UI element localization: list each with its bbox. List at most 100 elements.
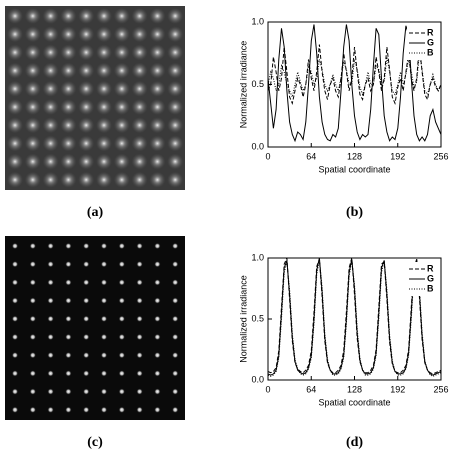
spot	[47, 333, 54, 341]
line-series	[267, 53, 442, 99]
spot	[24, 62, 41, 79]
spot	[167, 153, 184, 170]
spot	[149, 171, 166, 188]
spot	[24, 26, 41, 43]
spot	[60, 99, 77, 115]
panel-label: (b)	[346, 205, 363, 220]
spot	[60, 8, 77, 24]
spot	[154, 333, 161, 341]
spot	[29, 352, 36, 359]
spot	[118, 261, 126, 268]
spot	[154, 279, 161, 286]
spot	[131, 135, 148, 152]
y-tick-label: 1.0	[251, 252, 264, 262]
x-tick-label: 0	[265, 151, 270, 161]
line-series	[267, 24, 442, 143]
spot	[47, 242, 54, 250]
spot	[131, 99, 148, 115]
spot	[167, 26, 184, 43]
panel-label: (d)	[346, 435, 363, 450]
spot	[113, 153, 130, 170]
spot	[65, 315, 72, 322]
spot	[136, 261, 143, 268]
panel-label: (c)	[87, 435, 103, 450]
spot	[42, 26, 59, 43]
spot	[172, 261, 179, 268]
spot	[136, 242, 143, 250]
spot	[47, 388, 54, 395]
spot	[29, 388, 36, 395]
spot	[131, 171, 148, 188]
spot	[136, 315, 143, 322]
spot	[172, 370, 179, 377]
spot	[113, 62, 130, 79]
spot	[11, 297, 19, 304]
spot	[65, 406, 72, 413]
y-tick-label: 0.5	[251, 79, 264, 89]
spot	[100, 279, 108, 286]
spot	[42, 117, 59, 134]
spot	[118, 242, 126, 250]
spot	[24, 153, 41, 170]
spot	[60, 171, 77, 188]
spot	[65, 333, 72, 341]
spot	[65, 352, 72, 359]
y-axis-label: Normalized irradiance	[238, 275, 248, 363]
spot	[47, 352, 54, 359]
spot	[96, 135, 112, 152]
spot	[47, 297, 54, 304]
spot	[118, 388, 126, 395]
spot	[118, 406, 126, 413]
spot	[100, 406, 108, 413]
spot	[11, 279, 19, 286]
x-axis-label: Spatial coordinate	[318, 164, 390, 174]
spot	[7, 153, 23, 170]
spot	[149, 80, 166, 97]
x-tick-label: 128	[347, 384, 362, 394]
spot	[118, 333, 126, 341]
spot	[136, 297, 143, 304]
spot	[65, 279, 72, 286]
spot	[42, 153, 59, 170]
spot	[167, 117, 184, 134]
spot	[149, 117, 166, 134]
spot	[154, 261, 161, 268]
spot	[113, 8, 130, 24]
spot	[172, 406, 179, 413]
spot	[7, 80, 23, 97]
spot	[7, 26, 23, 43]
spot	[149, 153, 166, 170]
spot	[78, 99, 95, 115]
spot	[96, 153, 112, 170]
spot	[78, 135, 95, 152]
spot	[42, 44, 59, 61]
spot	[11, 370, 19, 377]
spot	[172, 315, 179, 322]
spot	[96, 99, 112, 115]
spot	[83, 352, 90, 359]
legend-label: B	[427, 283, 434, 293]
spot	[7, 62, 23, 79]
spot	[149, 8, 166, 24]
spot	[60, 117, 77, 134]
spot	[11, 333, 19, 341]
spot	[24, 135, 41, 152]
spot	[11, 388, 19, 395]
spot	[172, 279, 179, 286]
spot	[24, 8, 41, 24]
spot	[7, 171, 23, 188]
spot	[96, 80, 112, 97]
spot	[136, 279, 143, 286]
spot	[60, 80, 77, 97]
legend-label: R	[427, 263, 434, 273]
spot	[65, 388, 72, 395]
spot	[167, 8, 184, 24]
spot	[47, 315, 54, 322]
spot	[7, 8, 23, 24]
spot	[7, 44, 23, 61]
spot	[149, 135, 166, 152]
spot	[83, 333, 90, 341]
spot	[78, 26, 95, 43]
spot	[42, 62, 59, 79]
spot	[154, 352, 161, 359]
